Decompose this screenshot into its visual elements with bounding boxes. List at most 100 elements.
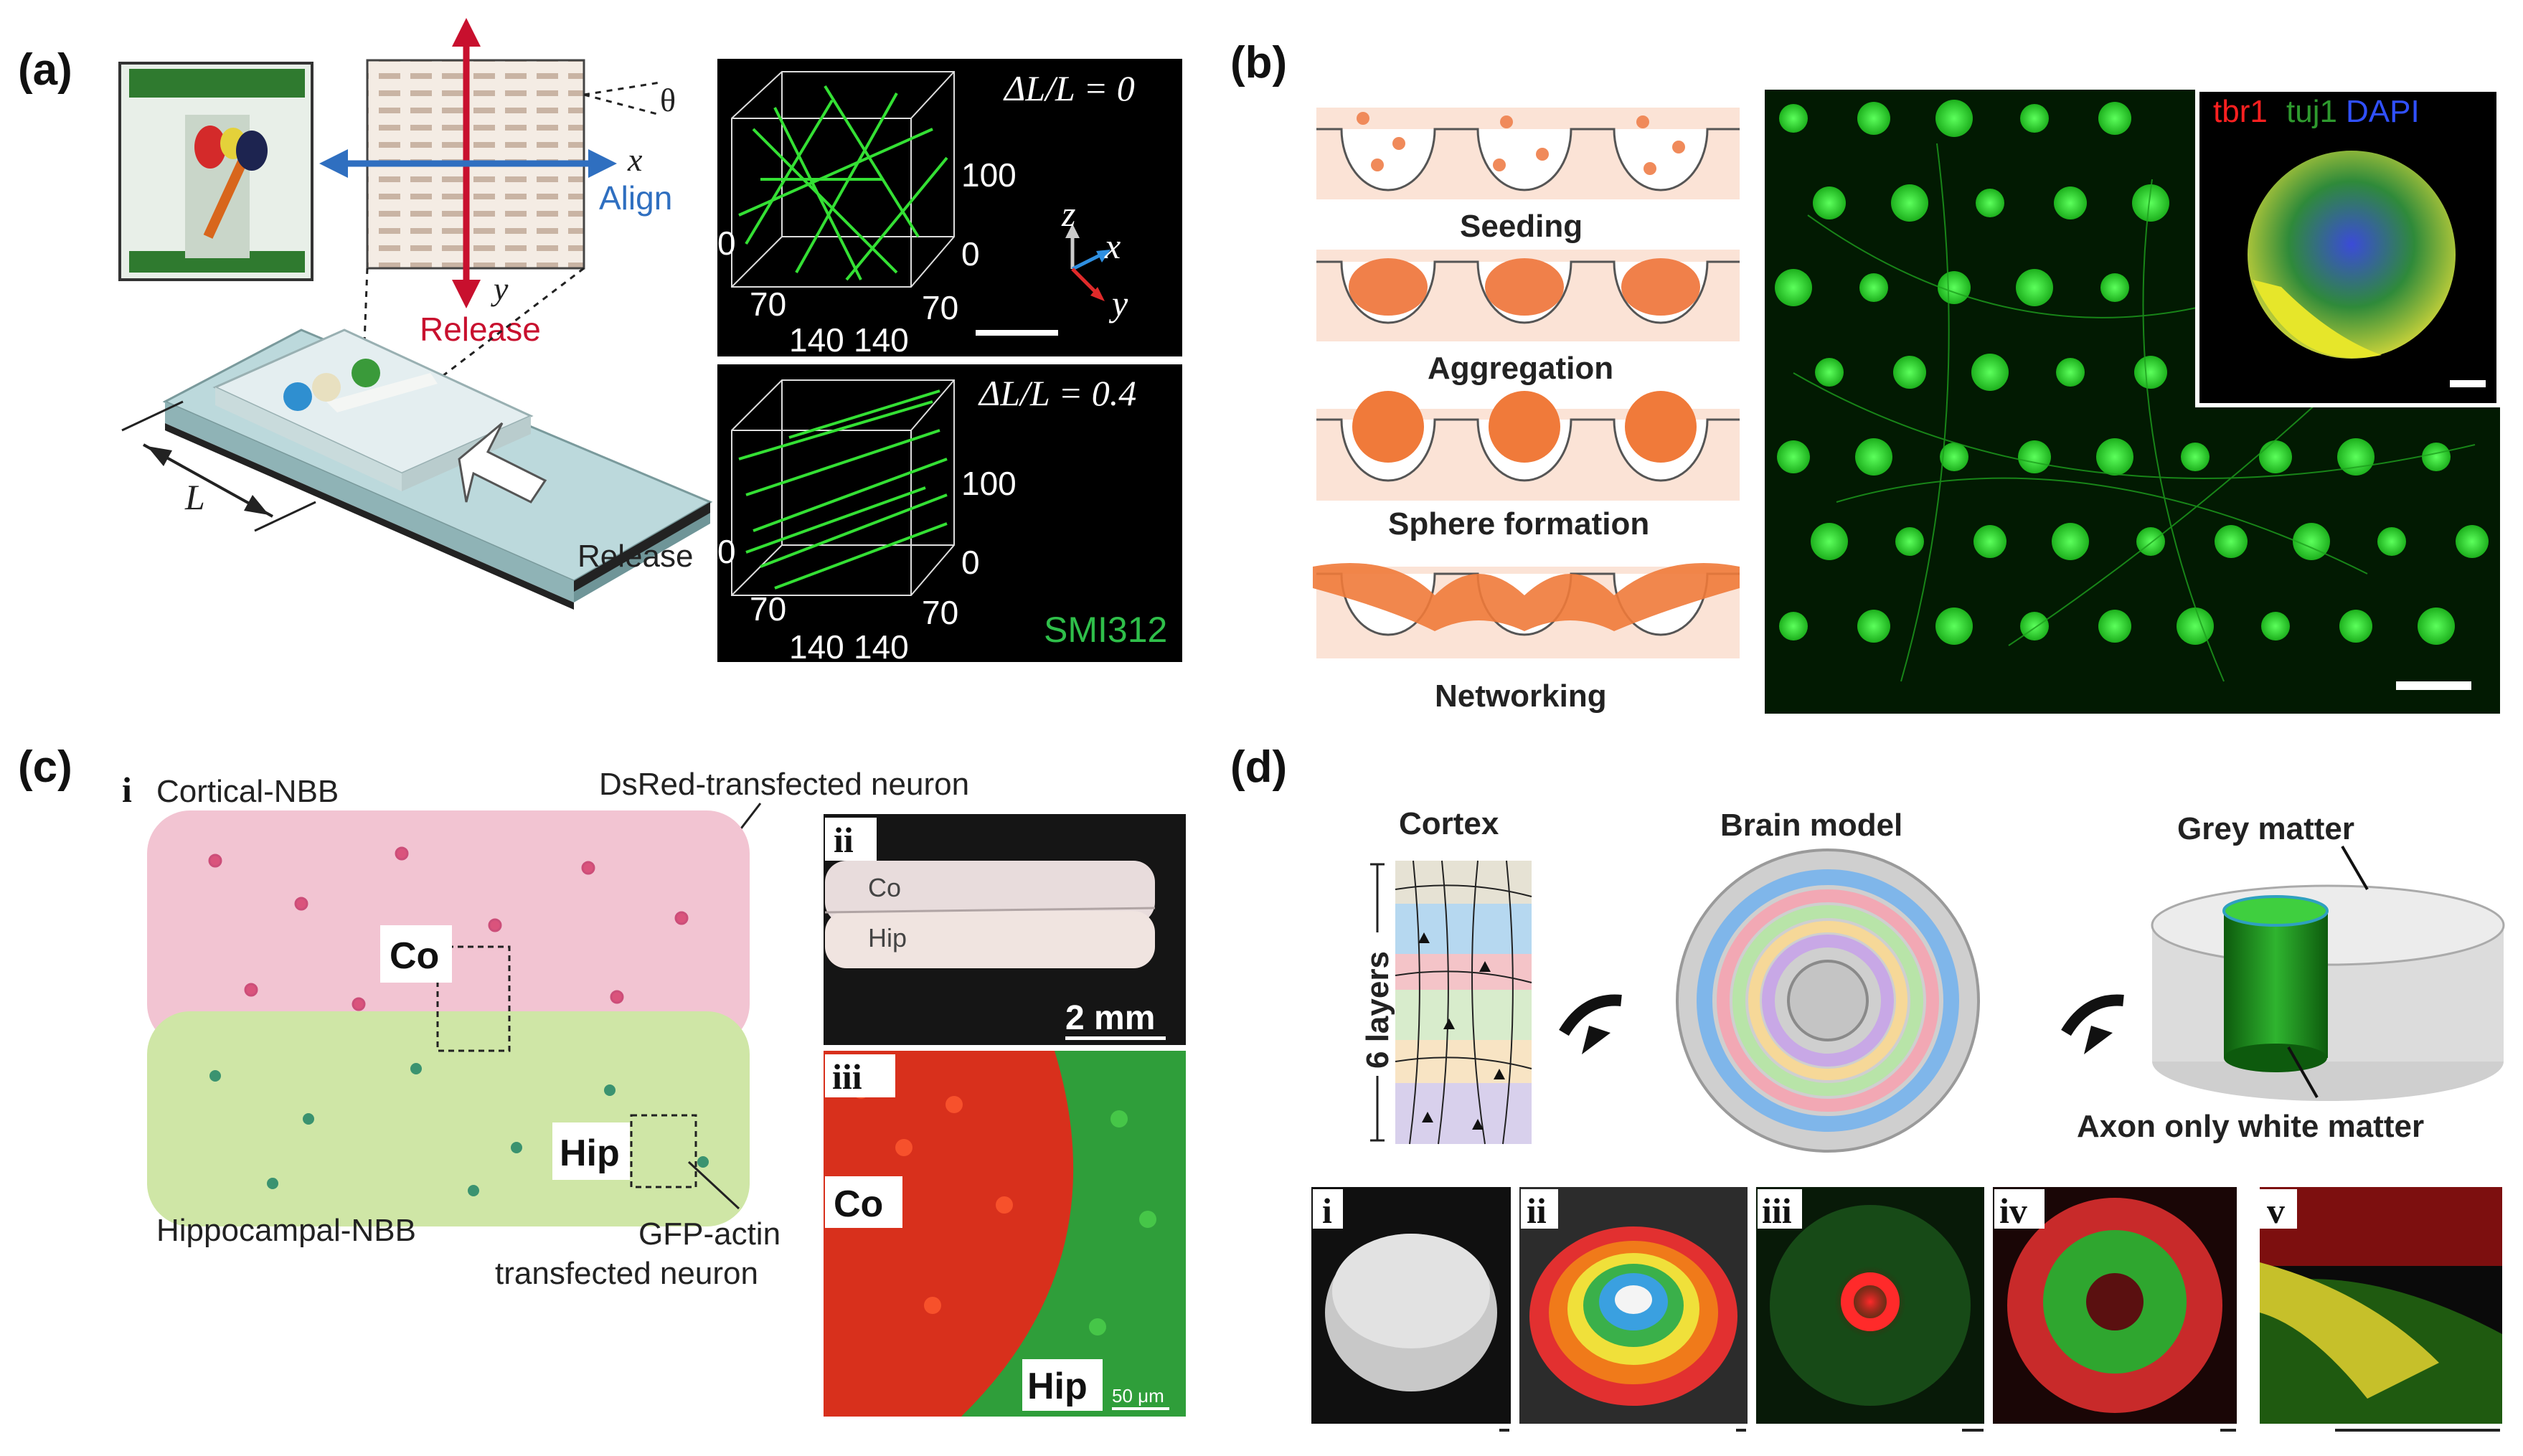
sphere-dot [1779, 104, 1808, 133]
dsred-label: DsRed-transfected neuron [599, 767, 969, 802]
d-sub-label-v: v [2267, 1191, 2285, 1231]
x-axis-label: x [627, 141, 643, 178]
sphere-dot [2418, 608, 2455, 645]
sphere-dot [2259, 440, 2292, 473]
sphere-dot [1893, 356, 1926, 389]
d-sub-label-iii: iii [1762, 1191, 1792, 1231]
sphere-dot [2261, 612, 2290, 640]
grey-pointer [2341, 845, 2369, 891]
tick-bot-140a: 140 [789, 628, 844, 666]
tick-bot-100: 100 [961, 465, 1017, 502]
theta-symbol: θ [660, 82, 676, 118]
sphere-dot [2215, 525, 2248, 558]
white-matter-label: Axon only white matter [2077, 1109, 2424, 1144]
curved-arrow-2 [2061, 994, 2124, 1036]
sphere-inset: tbr1 tuj1 DAPI [2195, 88, 2501, 407]
tick-bot-0a: 0 [961, 544, 980, 581]
six-layers-label: 6 layers [1360, 951, 1395, 1069]
tick-bot-0b: 0 [717, 533, 736, 570]
tick-top-100: 100 [961, 156, 1017, 194]
brain-model-rings [1676, 848, 1980, 1153]
tick-top-70a: 70 [750, 285, 786, 323]
sphere-dot [1895, 527, 1924, 556]
sphere-dot [2098, 102, 2131, 135]
sphere-dot [1857, 610, 1890, 643]
hip-region-box [630, 1114, 697, 1188]
co-marker: Co [390, 935, 439, 977]
sphere-dot [2132, 184, 2169, 222]
y-axis-label: y [491, 270, 509, 307]
sphere-dot [1811, 523, 1848, 560]
hippocampal-nbb-block [147, 1011, 750, 1226]
ii-hip-label: Hip [868, 923, 907, 952]
sphere-dot [2293, 523, 2330, 560]
sphere-dot [2096, 438, 2133, 476]
sphere-dot [2337, 438, 2375, 476]
inset-label-tuj1: tuj1 [2286, 94, 2337, 129]
step-seeding: Seeding [1316, 108, 1740, 244]
scale-bar-d-v [2335, 1429, 2500, 1432]
sphere-dots [1775, 100, 2489, 645]
sphere-dot [1971, 354, 2009, 391]
sphere-dot [1935, 100, 1973, 137]
sphere-dot [2456, 525, 2489, 558]
sphere-dot [2056, 358, 2085, 387]
scale-2mm-label: 2 mm [1065, 999, 1155, 1037]
axis3d-x: x [1104, 226, 1121, 266]
sphere-dot [2422, 443, 2451, 471]
gfp-line1: GFP-actin [638, 1216, 781, 1252]
sphere-dot [2339, 610, 2372, 643]
step-label-networking: Networking [1435, 679, 1607, 714]
sub-label-c-ii: ii [834, 820, 854, 860]
tick-bot-70b: 70 [922, 594, 958, 631]
axis3d-y: y [1108, 283, 1128, 323]
sphere-dot [1855, 438, 1892, 476]
strain-label-bottom: ΔL/L = 0.4 [978, 373, 1136, 413]
sphere-dot [2098, 610, 2131, 643]
stain-label: SMI312 [1044, 610, 1167, 650]
scale-bar-b [2396, 681, 2471, 690]
sphere-dot [2100, 273, 2129, 302]
d-sub-iv: iv [1993, 1187, 2237, 1424]
microscopy-bottom: ΔL/L = 0.4 100 0 0 70 140 140 70 SMI312 [717, 364, 1182, 666]
grey-white-cylinder [2151, 884, 2505, 1101]
scale-bar-d-ii [1736, 1429, 1746, 1432]
iii-hip-label: Hip [1027, 1366, 1088, 1407]
sphere-dot [1813, 186, 1846, 219]
sphere-dot [2177, 608, 2214, 645]
sphere-dot [1935, 608, 1973, 645]
sphere-dot [1815, 358, 1844, 387]
d-sub-label-i: i [1322, 1191, 1332, 1231]
hippocampal-nbb-label: Hippocampal-NBB [156, 1213, 416, 1248]
d-sub-i: i [1311, 1187, 1511, 1424]
inset-label-dapi: DAPI [2346, 94, 2420, 129]
step-sphere-formation: Sphere formation [1316, 391, 1740, 542]
sphere-dot [1973, 525, 2006, 558]
panel-d: (d) Cortex Brain model Grey matter [1230, 742, 2505, 1432]
panel-d-label: (d) [1230, 742, 1287, 792]
scale-bar-d-iii [1962, 1429, 1984, 1432]
co-region-box [436, 945, 511, 1052]
gfp-line2: transfected neuron [495, 1256, 758, 1291]
brain-model-label: Brain model [1720, 808, 1902, 843]
cortex-layers [1395, 860, 1532, 1145]
inset-label-tbr1: tbr1 [2213, 94, 2268, 129]
strain-label-top: ΔL/L = 0 [1003, 68, 1135, 108]
panel-b-label: (b) [1230, 38, 1287, 88]
align-arrow [319, 149, 617, 178]
scale-bar-inset [2450, 380, 2486, 387]
panel-c: (c) i Cortical-NBB DsRed-transfected neu… [18, 742, 1186, 1417]
d-sub-v: v [2260, 1187, 2502, 1424]
tick-top-140a: 140 [789, 321, 844, 359]
panel-b: (b) Seeding Aggregation Sp [1230, 38, 2501, 714]
sphere-dot [1779, 612, 1808, 640]
scale-50um-label: 50 μm [1112, 1385, 1164, 1407]
scale-bar-c-iii [1112, 1407, 1169, 1410]
device-photo [118, 62, 313, 281]
d-sub-ii: ii [1519, 1187, 1748, 1424]
release-top-label: Release [420, 311, 541, 348]
sphere-dot [1775, 269, 1812, 306]
sphere-dot [2181, 443, 2210, 471]
sphere-dot [1859, 273, 1888, 302]
